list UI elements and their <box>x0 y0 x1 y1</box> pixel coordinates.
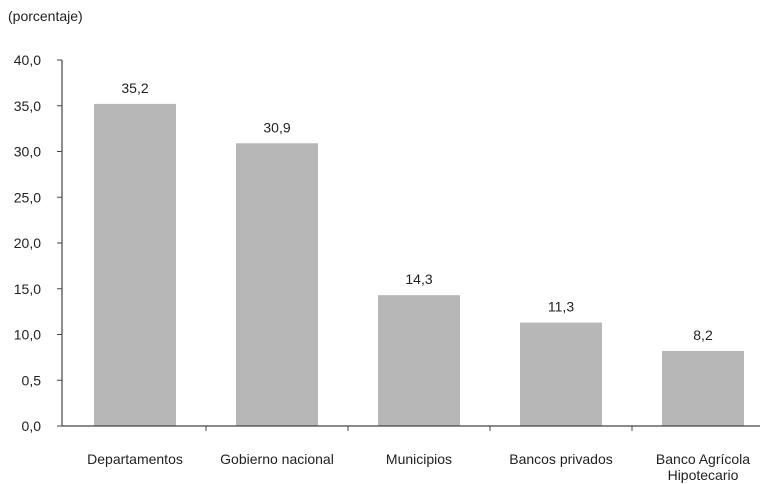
category-label-0: Departamentos <box>87 451 183 467</box>
category-label-3: Bancos privados <box>509 451 613 467</box>
data-label-4: 8,2 <box>693 327 713 343</box>
data-label-0: 35,2 <box>121 80 148 96</box>
category-label-1: Gobierno nacional <box>220 451 334 467</box>
y-tick-label: 30,0 <box>14 144 41 160</box>
bar-0 <box>94 103 176 427</box>
category-label-4: Banco Agrícola <box>656 451 750 467</box>
bar-2 <box>378 295 460 426</box>
y-unit-label: (porcentaje) <box>8 8 83 24</box>
y-axis: 0,0 0,5 10,0 15,0 20,0 25,0 30,0 35,0 40,0 <box>14 52 63 434</box>
bars: 35,2 30,9 14,3 11,3 8,2 <box>94 80 744 427</box>
category-label-2: Municipios <box>386 451 452 467</box>
y-tick-label: 35,0 <box>14 98 41 114</box>
bar-3 <box>520 322 602 426</box>
y-tick-label: 20,0 <box>14 235 41 251</box>
y-tick-label: 40,0 <box>14 52 41 68</box>
bar-4 <box>662 350 744 426</box>
y-tick-label: 10,0 <box>14 327 41 343</box>
data-label-3: 11,3 <box>548 299 574 315</box>
category-label-4: Hipotecario <box>668 467 739 483</box>
bar-1 <box>236 143 318 426</box>
x-axis: Departamentos Gobierno nacional Municipios… <box>62 425 760 483</box>
y-tick-label: 15,0 <box>14 281 41 297</box>
y-tick-label: 0,0 <box>22 418 42 434</box>
y-tick-label: 25,0 <box>14 189 41 205</box>
y-tick-label: 0,5 <box>22 372 42 388</box>
data-label-1: 30,9 <box>263 119 290 135</box>
data-label-2: 14,3 <box>405 271 432 287</box>
